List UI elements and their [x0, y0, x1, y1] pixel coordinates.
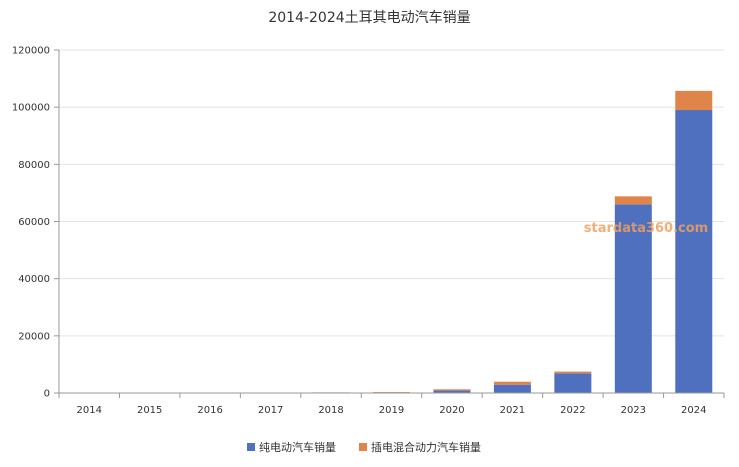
y-tick-label: 100000 [12, 103, 50, 114]
bar-phev-2021 [493, 381, 531, 385]
x-tick-label: 2018 [318, 405, 343, 416]
x-tick-label: 2024 [681, 405, 706, 416]
bars [70, 90, 713, 394]
y-tick-label: 20000 [18, 331, 50, 342]
y-tick-label: 0 [44, 389, 50, 400]
bar-phev-2022 [554, 371, 592, 374]
x-tick-label: 2015 [137, 405, 162, 416]
gridlines [59, 49, 724, 337]
x-tick-label: 2022 [560, 405, 585, 416]
x-tick-label: 2019 [379, 405, 404, 416]
x-tick-label: 2020 [439, 405, 464, 416]
y-tick-label: 80000 [18, 160, 50, 171]
legend-swatch-bev [247, 443, 255, 451]
legend-label-bev: 纯电动汽车销量 [259, 440, 336, 454]
chart-title: 2014-2024土耳其电动汽车销量 [268, 9, 470, 26]
bar-bev-2020 [433, 390, 471, 393]
y-tick-label: 40000 [18, 274, 50, 285]
x-tick-label: 2014 [77, 405, 102, 416]
x-tick-label: 2023 [621, 405, 646, 416]
x-tick-label: 2016 [197, 405, 222, 416]
bar-phev-2020 [433, 389, 471, 391]
legend-swatch-phev [359, 443, 367, 451]
y-tick-label: 60000 [18, 217, 50, 228]
bar-bev-2023 [614, 204, 652, 393]
legend-label-phev: 插电混合动力汽车销量 [371, 440, 481, 454]
bar-phev-2023 [614, 196, 652, 205]
legend: 纯电动汽车销量 插电混合动力汽车销量 [247, 440, 481, 454]
bar-phev-2024 [675, 90, 713, 111]
axes: 0 20000 40000 60000 80000 100000 120000 2014 201… [12, 46, 725, 416]
watermark: stardata360.com [584, 221, 708, 236]
bar-bev-2021 [493, 384, 531, 393]
bar-bev-2022 [554, 373, 592, 393]
y-tick-label: 120000 [12, 46, 50, 57]
x-tick-label: 2021 [500, 405, 525, 416]
x-tick-label: 2017 [258, 405, 283, 416]
bar-bev-2024 [675, 110, 713, 394]
